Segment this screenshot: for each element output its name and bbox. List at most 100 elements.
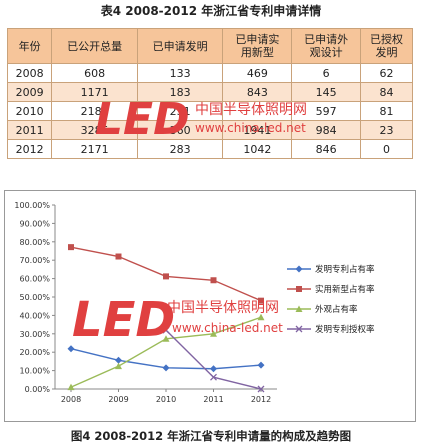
line-chart: 0.00% 10.00% 20.00% 30.00% 40.00% 50.00% 60.00… xyxy=(14,201,375,404)
table-cell: 0 xyxy=(360,139,413,159)
series-2 xyxy=(68,244,264,304)
series-lines xyxy=(67,244,265,393)
series-3 xyxy=(67,313,265,391)
table-cell: 469 xyxy=(222,63,293,83)
table-body: 2008 608 133 469 6 62 2009 1171 183 843 145 84 2010 2… xyxy=(6,63,413,159)
table-header-cell: 已公开总量 xyxy=(51,28,138,64)
table-cell: 6 xyxy=(291,63,361,83)
table-cell: 984 xyxy=(291,120,361,140)
header-text: 年份 xyxy=(18,39,41,53)
legend-label: 发明专利授权率 xyxy=(315,324,375,335)
x-tick-label: 2010 xyxy=(156,395,176,404)
table-row: 2011 3285 360 1941 984 23 xyxy=(6,120,413,140)
table-cell: 597 xyxy=(291,101,361,121)
table-cell: 145 xyxy=(291,82,361,102)
table-cell: 2012 xyxy=(6,139,53,159)
table-caption: 表4 2008-2012 年浙江省专利申请详情 xyxy=(100,4,322,18)
table-header-row: 年份 已公开总量 已申请发明 已申请实 用新型 已申请外 观设计 已授权 发明 xyxy=(6,28,413,64)
legend-item: 实用新型占有率 xyxy=(287,284,375,295)
y-tick-label: 0.00% xyxy=(25,385,51,394)
data-point xyxy=(115,356,122,364)
table-cell: 23 xyxy=(360,120,413,140)
header-text: 已申请外 xyxy=(304,33,349,46)
table-cell: 2171 xyxy=(51,139,138,159)
data-point xyxy=(210,365,217,373)
table-cell: 133 xyxy=(136,63,224,83)
series-line xyxy=(70,316,262,388)
series-line xyxy=(165,329,262,390)
data-point xyxy=(68,244,74,251)
y-tick-label: 40.00% xyxy=(19,311,50,320)
table-cell: 251 xyxy=(136,101,224,121)
header-text: 发明 xyxy=(375,46,398,59)
data-point xyxy=(162,335,170,342)
patent-table: 年份 已公开总量 已申请发明 已申请实 用新型 已申请外 观设计 已授权 发明 2008 608 1… xyxy=(6,28,413,159)
y-tick-label: 80.00% xyxy=(19,238,50,247)
figure-caption: 图4 2008-2012 年浙江省专利申请量的构成及趋势图 xyxy=(70,429,352,443)
x-tick-label: 2011 xyxy=(203,395,223,404)
legend-item: 发明专利占有率 xyxy=(287,264,375,275)
table-cell xyxy=(222,101,293,121)
data-point xyxy=(257,361,265,369)
data-point xyxy=(257,313,265,321)
y-tick-label: 10.00% xyxy=(19,367,50,376)
data-point xyxy=(67,383,75,391)
y-tick-label: 30.00% xyxy=(19,330,50,339)
x-tick-label: 2012 xyxy=(251,395,271,404)
data-point xyxy=(210,277,217,284)
legend-label: 实用新型占有率 xyxy=(315,284,375,295)
table-header-cell: 已授权 发明 xyxy=(360,28,413,64)
table-cell: 2010 xyxy=(6,101,53,121)
trend-chart: 0.00% 10.00% 20.00% 30.00% 40.00% 50.00% 60.00… xyxy=(4,190,416,422)
table-cell: 608 xyxy=(51,63,138,83)
table-cell: 1941 xyxy=(222,120,293,140)
data-point xyxy=(162,326,170,334)
table-header-cell: 已申请实 用新型 xyxy=(222,28,293,64)
table-header-cell: 年份 xyxy=(6,28,53,64)
data-point xyxy=(67,345,75,353)
data-point xyxy=(210,373,217,381)
table-cell: 2011 xyxy=(6,120,53,140)
table-cell: 1042 xyxy=(222,139,293,159)
y-tick-label: 20.00% xyxy=(19,348,50,357)
y-tick-label: 70.00% xyxy=(19,256,50,265)
table-cell: 84 xyxy=(360,82,413,102)
legend-label: 外观占有率 xyxy=(315,304,358,315)
data-point xyxy=(295,305,303,312)
legend-item: 外观占有率 xyxy=(287,304,358,315)
data-point xyxy=(296,286,302,292)
series-4 xyxy=(162,326,265,393)
data-point xyxy=(210,330,217,337)
header-text: 已申请发明 xyxy=(152,39,208,53)
y-tick-label: 60.00% xyxy=(19,275,50,284)
table-row: 2012 2171 283 1042 846 0 xyxy=(6,139,413,159)
y-tick-label: 90.00% xyxy=(19,219,50,228)
table-cell: 360 xyxy=(136,120,224,140)
header-text: 已授权 xyxy=(370,33,403,46)
header-text: 观设计 xyxy=(309,46,343,59)
legend-label: 发明专利占有率 xyxy=(315,264,375,275)
x-axis: 2008 2009 2010 2011 2012 xyxy=(55,388,277,404)
table-cell: 62 xyxy=(360,63,413,83)
y-tick-label: 50.00% xyxy=(19,293,50,302)
table-cell: 846 xyxy=(291,139,361,159)
x-tick-label: 2008 xyxy=(61,395,81,404)
table-cell: 81 xyxy=(360,101,413,121)
table-header-cell: 已申请外 观设计 xyxy=(291,28,361,64)
data-point xyxy=(115,362,122,370)
data-point xyxy=(163,273,169,280)
x-tick-label: 2009 xyxy=(108,395,128,404)
table-row: 2008 608 133 469 6 62 xyxy=(6,63,413,83)
table-header-cell: 已申请发明 xyxy=(136,28,224,64)
table-cell: 843 xyxy=(222,82,293,102)
header-text: 已公开总量 xyxy=(67,39,123,53)
table-cell: 283 xyxy=(136,139,224,159)
header-text: 已申请实 xyxy=(235,33,280,46)
legend-item: 发明专利授权率 xyxy=(287,324,375,335)
data-point xyxy=(162,364,170,372)
data-point xyxy=(258,297,264,304)
series-1 xyxy=(67,345,265,373)
table-cell: 2008 xyxy=(6,63,53,83)
table-row: 2010 2185 251 597 81 xyxy=(6,101,413,121)
